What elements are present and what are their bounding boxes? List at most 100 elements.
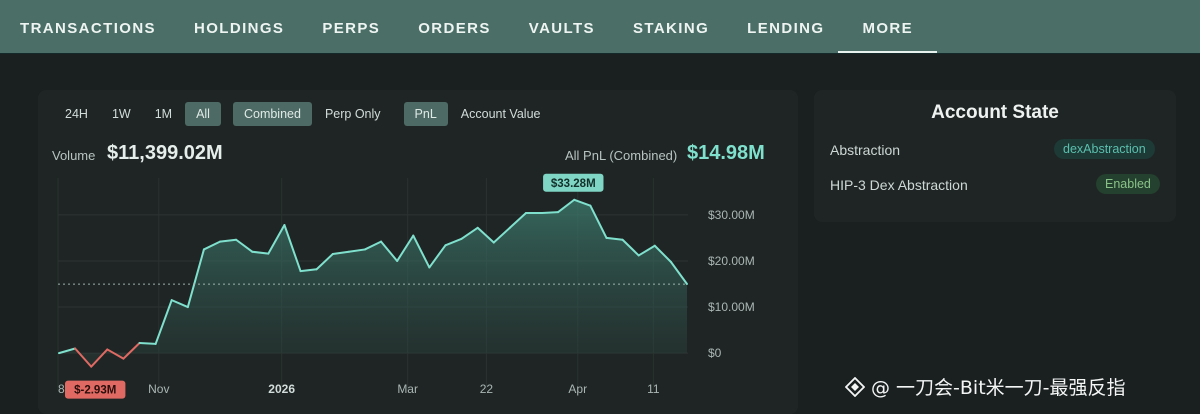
tab-staking[interactable]: STAKING bbox=[632, 19, 710, 37]
tab-more[interactable]: MORE bbox=[838, 0, 937, 54]
data-point bbox=[412, 235, 414, 237]
series-line-segment bbox=[186, 248, 205, 309]
series-line-segment bbox=[669, 260, 688, 285]
y-tick-label: $10.00M bbox=[708, 300, 755, 314]
min-badge-label: $-2.93M bbox=[74, 385, 116, 397]
data-point bbox=[686, 283, 688, 285]
data-point bbox=[332, 253, 334, 255]
series-line-segment bbox=[154, 299, 173, 345]
series-line-segment bbox=[637, 244, 656, 257]
mode-combined-button[interactable]: Combined bbox=[232, 102, 312, 126]
x-tick-label: 8 bbox=[58, 382, 65, 396]
tab-lending[interactable]: LENDING bbox=[747, 19, 825, 37]
series-line-segment bbox=[299, 268, 318, 273]
x-tick-label: 22 bbox=[480, 382, 494, 396]
data-point bbox=[622, 239, 624, 241]
abstraction-badge: dexAbstraction bbox=[1054, 139, 1155, 159]
data-point bbox=[461, 238, 463, 240]
tab-holdings[interactable]: HOLDINGS bbox=[193, 19, 285, 37]
data-point bbox=[284, 224, 286, 226]
series-line-segment bbox=[396, 234, 415, 262]
top-navigation: TRANSACTIONS HOLDINGS PERPS ORDERS VAULT… bbox=[0, 0, 1200, 54]
watermark-text: @ 一刀会-Bit米一刀-最强反指 bbox=[871, 377, 1126, 399]
data-point bbox=[316, 268, 318, 270]
data-point bbox=[557, 211, 559, 213]
data-point bbox=[300, 270, 302, 272]
volume-value: $11,399.02M bbox=[107, 142, 223, 164]
hip3-status-badge: Enabled bbox=[1096, 174, 1160, 194]
series-line-segment bbox=[251, 250, 270, 255]
data-point bbox=[171, 299, 173, 301]
range-all-button[interactable]: All bbox=[185, 102, 221, 126]
diamond-logo-icon bbox=[845, 376, 865, 397]
series-line-segment bbox=[653, 244, 672, 263]
range-1m-button[interactable]: 1M bbox=[154, 107, 173, 121]
data-point bbox=[509, 227, 511, 229]
y-tick-label: $30.00M bbox=[708, 208, 755, 222]
data-point bbox=[525, 212, 527, 214]
series-line-segment bbox=[460, 226, 479, 240]
series-line-segment bbox=[557, 198, 576, 214]
data-point bbox=[654, 245, 656, 247]
series-line-segment bbox=[267, 224, 286, 255]
data-point bbox=[123, 358, 125, 360]
data-point bbox=[155, 343, 157, 345]
series-line-segment bbox=[508, 212, 527, 229]
x-tick-label: 2026 bbox=[268, 382, 295, 396]
series-line-segment bbox=[347, 248, 366, 253]
series-line-segment bbox=[283, 224, 302, 273]
x-tick-label: 11 bbox=[647, 382, 660, 396]
data-point bbox=[429, 267, 431, 269]
data-point bbox=[187, 306, 189, 308]
tab-orders[interactable]: ORDERS bbox=[418, 19, 491, 37]
hip3-label: HIP-3 Dex Abstraction bbox=[830, 177, 968, 193]
metric-pnl-button[interactable]: PnL bbox=[403, 102, 448, 126]
metric-account-value-button[interactable]: Account Value bbox=[460, 107, 541, 121]
series-line-segment bbox=[90, 348, 109, 368]
data-point bbox=[670, 261, 672, 263]
tab-vaults[interactable]: VAULTS bbox=[528, 19, 595, 37]
pnl-value: $14.98M bbox=[687, 142, 765, 164]
data-point bbox=[541, 212, 543, 214]
y-tick-label: $20.00M bbox=[708, 254, 755, 268]
series-line-segment bbox=[605, 236, 624, 241]
range-24h-button[interactable]: 24H bbox=[65, 107, 88, 121]
data-point bbox=[573, 199, 575, 201]
series-line-segment bbox=[106, 348, 125, 360]
series-line-segment bbox=[476, 226, 495, 244]
series-line-segment bbox=[138, 341, 157, 345]
series-line-segment bbox=[589, 204, 608, 239]
data-point bbox=[638, 255, 640, 257]
data-point bbox=[219, 241, 221, 243]
range-1w-button[interactable]: 1W bbox=[111, 107, 131, 121]
volume-label: Volume bbox=[52, 148, 96, 163]
data-point bbox=[139, 342, 141, 344]
tab-perps[interactable]: PERPS bbox=[322, 19, 381, 37]
series-line-segment bbox=[428, 244, 447, 269]
account-state-title: Account State bbox=[931, 102, 1059, 123]
series-line-segment bbox=[444, 237, 463, 247]
x-tick-label: Nov bbox=[148, 382, 169, 396]
tab-transactions[interactable]: TRANSACTIONS bbox=[20, 19, 156, 37]
data-point bbox=[107, 349, 109, 351]
series-line-segment bbox=[315, 253, 334, 271]
data-point bbox=[268, 253, 270, 255]
pnl-area-chart: $0 $10.00M $20.00M $30.00M 8 Nov 2026 Mar 22 Apr 1… bbox=[57, 173, 755, 399]
series-line-segment bbox=[541, 211, 560, 215]
series-line-segment bbox=[573, 198, 592, 207]
data-point bbox=[235, 239, 237, 241]
series-line-segment bbox=[170, 299, 189, 309]
data-point bbox=[251, 251, 253, 253]
series-line-segment bbox=[122, 341, 141, 360]
max-badge bbox=[543, 173, 604, 192]
data-point bbox=[74, 348, 76, 350]
mode-perp-only-button[interactable]: Perp Only bbox=[324, 107, 381, 121]
series-line-segment bbox=[412, 234, 431, 269]
data-point bbox=[364, 249, 366, 251]
y-tick-label: $0 bbox=[708, 346, 722, 360]
x-tick-label: Mar bbox=[397, 382, 418, 396]
series-line-segment bbox=[363, 240, 383, 251]
min-badge bbox=[65, 380, 126, 399]
data-point bbox=[477, 227, 479, 229]
chart-controls: 24H 1W 1M All Combined Perp Only PnL Acc… bbox=[54, 102, 553, 126]
